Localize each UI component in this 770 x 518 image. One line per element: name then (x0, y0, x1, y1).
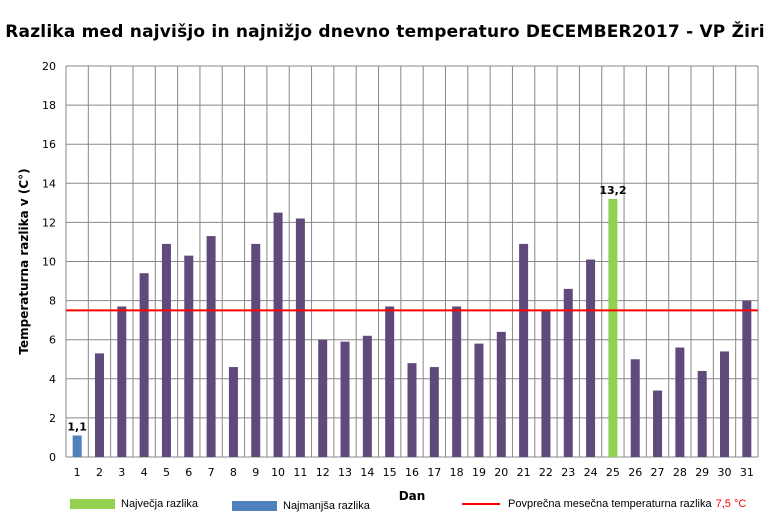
bar-day-14 (362, 335, 372, 457)
data-label-day-1: 1,1 (67, 420, 87, 433)
bar-day-22 (541, 310, 551, 457)
x-tick-label: 2 (96, 466, 103, 479)
bar-day-7 (206, 236, 216, 457)
bar-day-28 (675, 347, 685, 457)
bar-day-20 (496, 331, 506, 457)
x-axis-ticks: 1 2 3 4 5 6 7 8 9 10 11 12 13 14 15 16 17 18 19 20 21 22 23 24 2… (74, 466, 754, 479)
legend-min-swatch (232, 501, 277, 511)
x-tick-label: 7 (208, 466, 215, 479)
chart-title: Razlika med najvišjo in najnižjo dnevno … (5, 22, 765, 42)
y-tick-label: 4 (49, 373, 56, 386)
y-tick-label: 20 (42, 60, 56, 73)
x-axis-title: Dan (399, 489, 426, 503)
bar-day-23 (563, 288, 573, 457)
bar-day-17 (429, 367, 439, 457)
x-tick-label: 21 (517, 466, 531, 479)
bar-day-30 (720, 351, 730, 457)
bar-day-6 (184, 255, 194, 457)
x-tick-label: 20 (494, 466, 508, 479)
bar-day-2 (94, 353, 104, 457)
legend-max-label: Največja razlika (121, 498, 199, 510)
x-tick-label: 15 (383, 466, 397, 479)
x-tick-label: 6 (185, 466, 192, 479)
y-tick-label: 6 (49, 334, 56, 347)
x-tick-label: 12 (316, 466, 330, 479)
data-labels: 1,1 13,2 (67, 184, 626, 434)
bar-day-19 (474, 343, 484, 457)
x-tick-label: 11 (293, 466, 307, 479)
bar-day-16 (407, 363, 417, 457)
bar-day-26 (630, 359, 640, 457)
legend-average-label: Povprečna mesečna temperaturna razlika (508, 498, 712, 510)
x-tick-label: 18 (450, 466, 464, 479)
y-axis-ticks: 0 2 4 6 8 10 12 14 16 18 20 (42, 60, 56, 464)
y-tick-label: 2 (49, 412, 56, 425)
bar-day-21 (519, 243, 529, 457)
bar-day-15 (385, 306, 395, 457)
bar-day-1 (72, 435, 82, 457)
bar-day-9 (251, 243, 261, 457)
x-tick-label: 30 (718, 466, 732, 479)
x-tick-label: 4 (141, 466, 148, 479)
bar-day-13 (340, 341, 350, 457)
x-tick-label: 24 (584, 466, 598, 479)
x-tick-label: 3 (118, 466, 125, 479)
legend-max: Največja razlika (70, 498, 198, 510)
bar-day-8 (228, 367, 238, 457)
x-tick-label: 25 (606, 466, 620, 479)
y-tick-label: 0 (49, 451, 56, 464)
y-axis-title: Temperaturna razlika v (C°) (17, 168, 31, 354)
x-tick-label: 27 (651, 466, 665, 479)
legend-max-swatch (70, 499, 115, 509)
bar-day-29 (697, 370, 707, 457)
bar-day-12 (318, 339, 328, 457)
bar-day-4 (139, 273, 149, 457)
x-tick-label: 14 (360, 466, 374, 479)
legend-average-line (462, 503, 500, 505)
gridlines (65, 65, 759, 458)
x-tick-label: 16 (405, 466, 419, 479)
bar-day-27 (653, 390, 663, 457)
y-tick-label: 18 (42, 99, 56, 112)
legend-min: Najmanjša razlika (232, 500, 370, 512)
data-label-day-25: 13,2 (599, 184, 626, 197)
bar-day-3 (117, 306, 127, 457)
bar-day-10 (273, 212, 283, 457)
x-tick-label: 13 (338, 466, 352, 479)
x-tick-label: 22 (539, 466, 553, 479)
x-tick-label: 19 (472, 466, 486, 479)
y-tick-label: 10 (42, 256, 56, 269)
x-tick-label: 5 (163, 466, 170, 479)
x-tick-label: 1 (74, 466, 81, 479)
bar-day-31 (742, 300, 752, 457)
bars (72, 198, 752, 457)
bar-day-24 (586, 259, 596, 457)
legend-average: Povprečna mesečna temperaturna razlika 7… (462, 498, 746, 510)
x-tick-label: 31 (740, 466, 754, 479)
x-tick-label: 29 (695, 466, 709, 479)
y-tick-label: 16 (42, 138, 56, 151)
y-tick-label: 8 (49, 295, 56, 308)
bar-day-11 (295, 218, 305, 457)
bar-day-25 (608, 198, 618, 457)
legend-min-label: Najmanjša razlika (283, 500, 370, 512)
x-tick-label: 9 (252, 466, 259, 479)
x-tick-label: 26 (628, 466, 642, 479)
x-tick-label: 17 (427, 466, 441, 479)
y-tick-label: 12 (42, 216, 56, 229)
x-tick-label: 23 (561, 466, 575, 479)
x-tick-label: 8 (230, 466, 237, 479)
legend-average-value: 7,5 °C (715, 498, 747, 510)
x-tick-label: 28 (673, 466, 687, 479)
y-tick-label: 14 (42, 177, 56, 190)
bar-day-18 (452, 306, 462, 457)
bar-day-5 (161, 243, 171, 457)
x-tick-label: 10 (271, 466, 285, 479)
